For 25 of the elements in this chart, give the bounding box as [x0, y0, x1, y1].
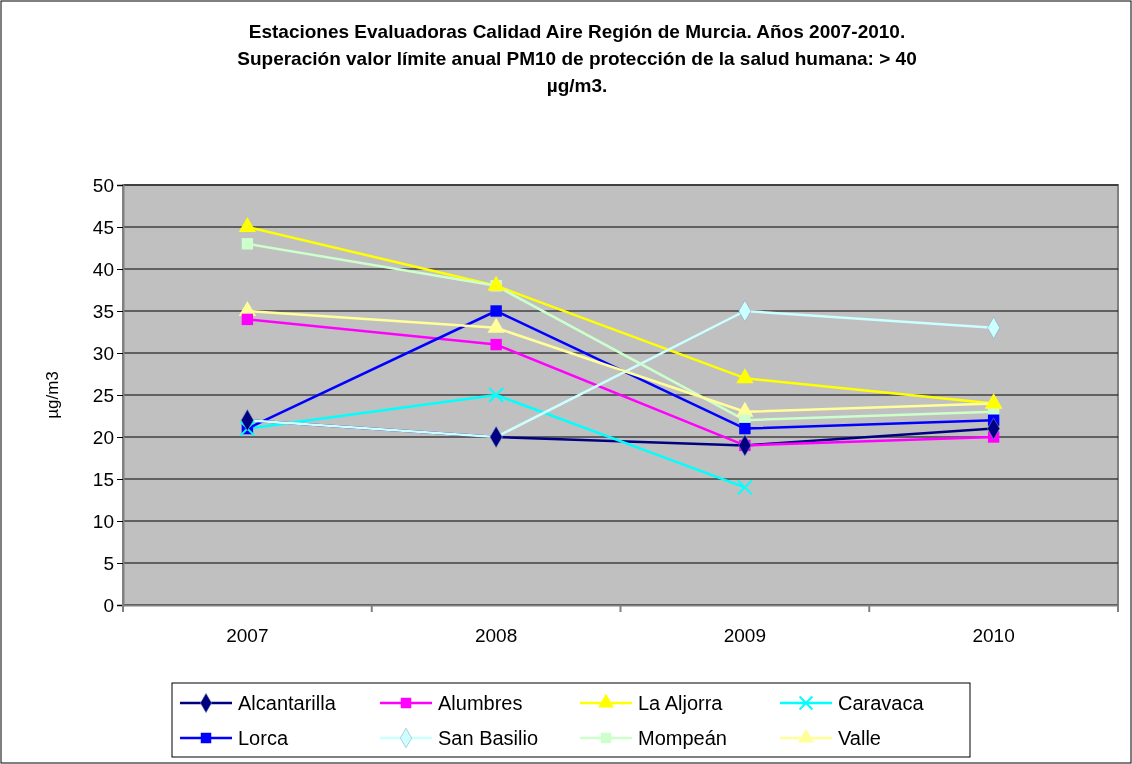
y-tick-label: 45 — [92, 216, 114, 238]
legend-label: San Basilio — [438, 727, 539, 749]
legend-label: Lorca — [238, 727, 289, 749]
y-tick-label: 20 — [92, 426, 114, 448]
y-axis-title: µg/m3 — [43, 371, 62, 419]
x-tick-label: 2009 — [723, 625, 767, 647]
chart-title: Estaciones Evaluadoras Calidad Aire Región de Murcia. Años 2007-2010. Superación valor límite anual PM10 de protección de la salud humana: > 40 µg/m3. — [237, 21, 917, 96]
x-tick-label: 2010 — [972, 625, 1015, 647]
y-tick-label: 10 — [92, 510, 114, 532]
y-tick-label: 15 — [92, 468, 114, 490]
legend-label: Caravaca — [838, 692, 925, 714]
legend-label: Mompeán — [638, 727, 727, 749]
x-tick-label: 2007 — [226, 625, 269, 647]
y-tick-label: 35 — [92, 300, 114, 322]
y-tick-label: 5 — [103, 552, 114, 574]
y-tick-label: 40 — [92, 258, 114, 280]
y-tick-label: 50 — [92, 174, 114, 196]
legend-label: Alcantarilla — [238, 692, 337, 714]
legend-label: Valle — [838, 727, 881, 749]
legend-label: Alumbres — [438, 692, 523, 714]
y-tick-label: 25 — [92, 384, 114, 406]
legend-label: La Aljorra — [638, 692, 724, 714]
y-tick-label: 30 — [92, 342, 114, 364]
y-tick-label: 0 — [103, 594, 114, 616]
x-tick-label: 2008 — [474, 625, 518, 647]
